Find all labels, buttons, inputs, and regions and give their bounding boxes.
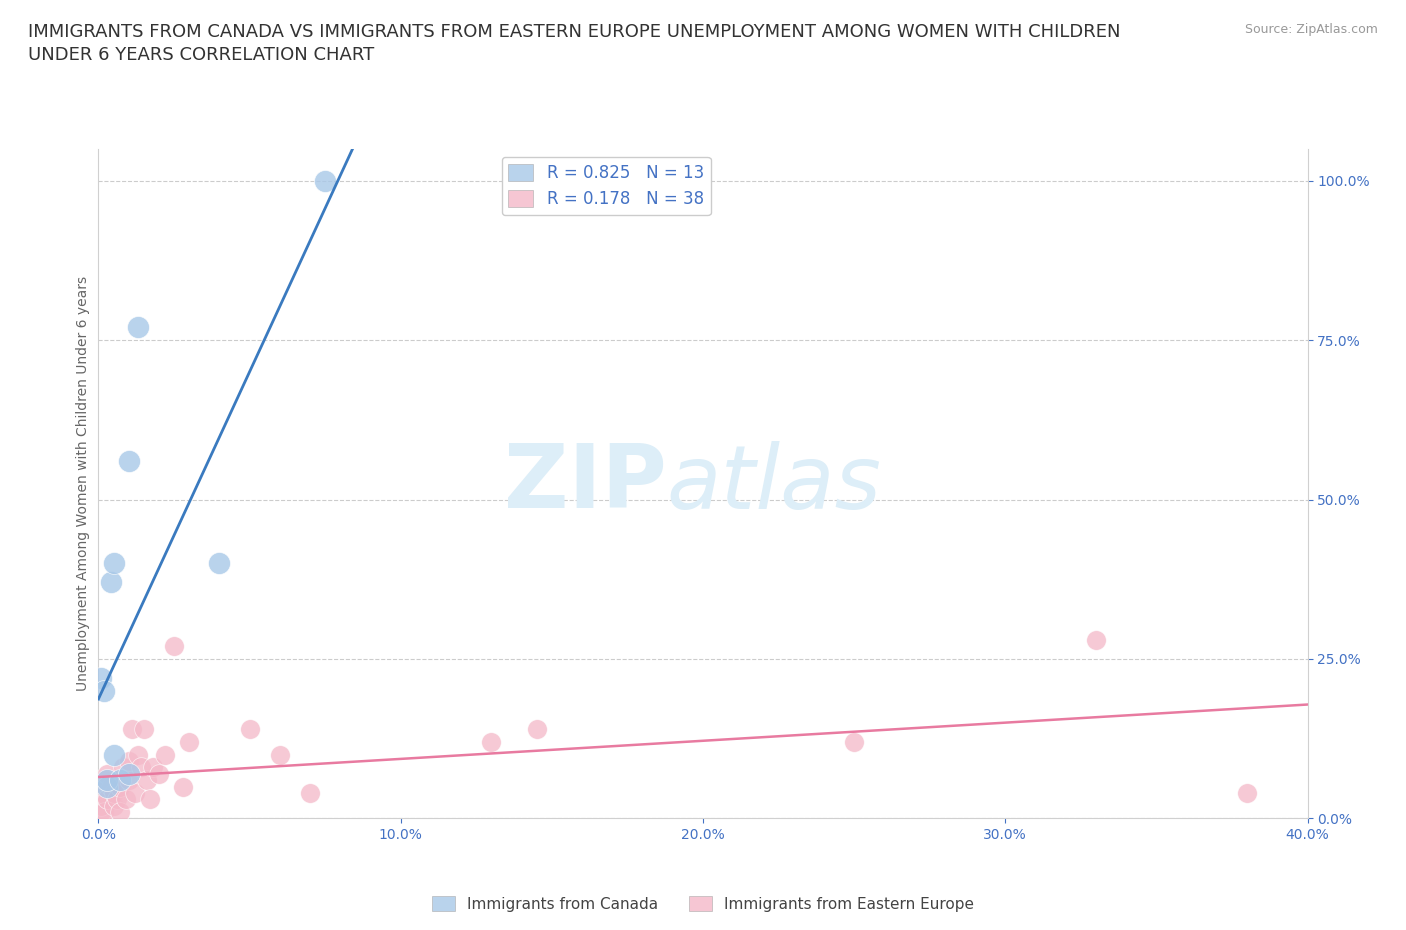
Text: atlas: atlas [666,441,882,526]
Point [90,804,112,819]
Point [844,735,866,750]
Point [127,747,149,762]
Point [153,747,176,762]
Point [105,791,128,806]
Point [93,684,115,698]
Point [103,798,125,813]
Point [111,760,134,775]
Point [103,786,125,801]
Point [114,791,136,806]
Point [108,804,131,819]
Point [118,773,141,788]
Point [314,173,336,188]
Point [148,766,170,781]
Y-axis label: Unemployment Among Women with Children Under 6 years: Unemployment Among Women with Children U… [76,276,90,691]
Point [208,556,231,571]
Point [1085,632,1108,647]
Point [108,779,131,794]
Point [93,804,115,819]
Point [124,786,146,801]
Point [1236,786,1258,801]
Legend: Immigrants from Canada, Immigrants from Eastern Europe: Immigrants from Canada, Immigrants from … [426,889,980,918]
Point [118,766,141,781]
Point [96,779,118,794]
Point [90,786,112,801]
Point [96,766,118,781]
Point [239,722,262,737]
Point [121,722,143,737]
Point [163,639,186,654]
Point [299,786,322,801]
Text: Source: ZipAtlas.com: Source: ZipAtlas.com [1244,23,1378,36]
Point [96,773,118,788]
Point [90,671,112,685]
Point [142,760,165,775]
Point [135,773,157,788]
Point [118,454,141,469]
Point [100,575,122,590]
Text: IMMIGRANTS FROM CANADA VS IMMIGRANTS FROM EASTERN EUROPE UNEMPLOYMENT AMONG WOME: IMMIGRANTS FROM CANADA VS IMMIGRANTS FRO… [28,23,1121,41]
Point [129,760,152,775]
Point [132,722,155,737]
Point [481,735,503,750]
Point [127,320,149,335]
Legend: R = 0.825   N = 13, R = 0.178   N = 38: R = 0.825 N = 13, R = 0.178 N = 38 [502,157,710,215]
Point [100,779,122,794]
Point [108,773,131,788]
Point [90,798,112,813]
Point [269,747,291,762]
Point [103,747,125,762]
Text: ZIP: ZIP [503,440,666,527]
Point [93,773,115,788]
Point [118,753,141,768]
Point [96,791,118,806]
Point [179,735,201,750]
Point [172,779,194,794]
Point [526,722,548,737]
Point [103,556,125,571]
Text: UNDER 6 YEARS CORRELATION CHART: UNDER 6 YEARS CORRELATION CHART [28,46,374,64]
Point [139,791,162,806]
